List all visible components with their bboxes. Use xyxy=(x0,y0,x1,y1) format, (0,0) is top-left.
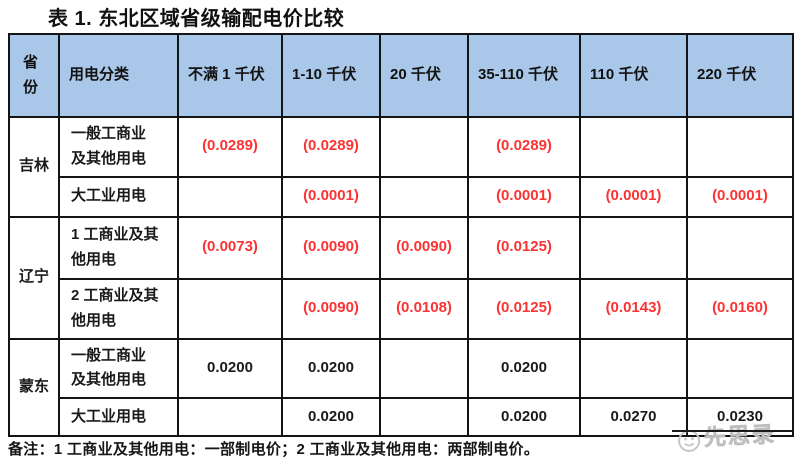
table-row: 蒙东 一般工商业及其他用电 0.0200 0.0200 0.0200 xyxy=(8,337,794,437)
value-cell: 0.0200 xyxy=(467,337,581,399)
value-cell: (0.0073) xyxy=(177,215,283,280)
col-header-under1kv: 不满 1 千伏 xyxy=(177,33,283,118)
watermark-text: 先思录 xyxy=(703,421,777,451)
value-cell: (0.0289) xyxy=(281,116,381,178)
province-cell: 蒙东 xyxy=(8,337,60,437)
value-cell: (0.0001) xyxy=(281,175,381,218)
value-cell xyxy=(686,215,794,280)
col-header-220kv: 220 千伏 xyxy=(686,33,794,118)
value-cell: (0.0001) xyxy=(686,175,794,218)
value-cell xyxy=(579,116,688,178)
value-cell xyxy=(379,175,469,218)
value-cell xyxy=(579,337,688,399)
category-cell: 一般工商业及其他用电 xyxy=(58,116,179,178)
value-cell: (0.0090) xyxy=(281,215,381,280)
value-cell: 0.0270 xyxy=(579,397,688,437)
smiley-face-icon xyxy=(675,427,703,459)
col-header-20kv: 20 千伏 xyxy=(379,33,469,118)
value-cell: (0.0125) xyxy=(467,215,581,280)
value-cell: 0.0200 xyxy=(281,397,381,437)
category-cell: 大工业用电 xyxy=(58,397,179,437)
category-cell: 1 工商业及其他用电 xyxy=(58,215,179,280)
province-cell: 吉林 xyxy=(8,116,60,218)
value-cell: 0.0200 xyxy=(281,337,381,399)
table-row: 吉林 一般工商业及其他用电 (0.0289) (0.0289) (0.0289) xyxy=(8,116,794,218)
table-row: 大工业用电 0.0200 0.0200 0.0270 0.0230 xyxy=(9,397,794,437)
value-cell: 0.0200 xyxy=(177,337,283,399)
value-cell: (0.0090) xyxy=(379,215,469,280)
table-row: 辽宁 1 工商业及其他用电 (0.0073) (0.0090) (0.0090)… xyxy=(8,215,794,340)
province-cell: 辽宁 xyxy=(8,215,60,340)
price-comparison-table: 省份 用电分类 不满 1 千伏 1-10 千伏 20 千伏 35-110 千伏 … xyxy=(8,33,794,437)
value-cell xyxy=(379,397,469,437)
col-header-province: 省份 xyxy=(8,33,60,118)
value-cell: (0.0001) xyxy=(467,175,581,218)
value-cell: (0.0289) xyxy=(467,116,581,178)
category-cell: 一般工商业及其他用电 xyxy=(58,337,179,399)
table-row: 2 工商业及其他用电 (0.0090) (0.0108) (0.0125) (0… xyxy=(9,277,794,340)
value-cell: (0.0143) xyxy=(579,277,688,340)
value-cell: (0.0160) xyxy=(686,277,794,340)
value-cell xyxy=(177,397,283,437)
value-cell xyxy=(177,175,283,218)
value-cell: (0.0289) xyxy=(177,116,283,178)
value-cell xyxy=(579,215,688,280)
col-header-110kv: 110 千伏 xyxy=(579,33,688,118)
col-header-1-10kv: 1-10 千伏 xyxy=(281,33,381,118)
page-title: 表 1. 东北区域省级输配电价比较 xyxy=(48,8,345,30)
watermark: 先思录 xyxy=(675,416,777,459)
value-cell xyxy=(177,277,283,340)
col-header-35-110kv: 35-110 千伏 xyxy=(467,33,581,118)
value-cell xyxy=(686,116,794,178)
header-row: 省份 用电分类 不满 1 千伏 1-10 千伏 20 千伏 35-110 千伏 … xyxy=(8,33,794,118)
table-footnote: 备注：1 工商业及其他用电：一部制电价；2 工商业及其他用电：两部制电价。 xyxy=(8,441,540,458)
col-header-category: 用电分类 xyxy=(58,33,179,118)
category-cell: 大工业用电 xyxy=(58,175,179,218)
value-cell xyxy=(379,337,469,399)
value-cell: 0.0200 xyxy=(467,397,581,437)
value-cell: (0.0108) xyxy=(379,277,469,340)
table-row: 大工业用电 (0.0001) (0.0001) (0.0001) (0.0001… xyxy=(9,175,794,218)
value-cell xyxy=(379,116,469,178)
category-cell: 2 工商业及其他用电 xyxy=(58,277,179,340)
value-cell: (0.0125) xyxy=(467,277,581,340)
watermark-strike-line xyxy=(672,430,794,432)
value-cell: (0.0090) xyxy=(281,277,381,340)
value-cell: (0.0001) xyxy=(579,175,688,218)
value-cell xyxy=(686,337,794,399)
